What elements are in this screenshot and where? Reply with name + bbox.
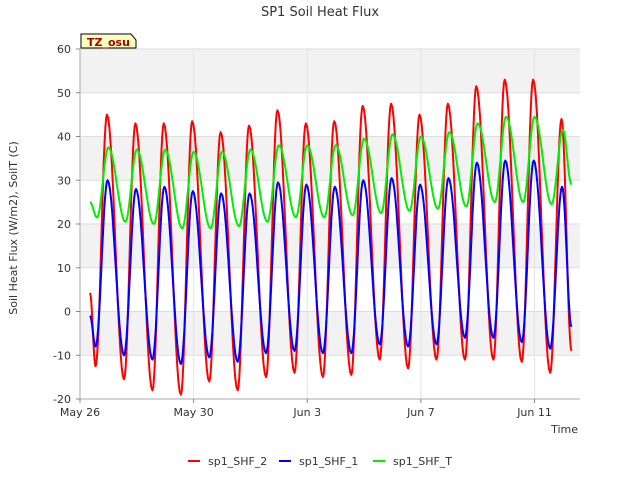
- y-tick-label: 50: [57, 87, 71, 100]
- legend-label-sp1_SHF_1: sp1_SHF_1: [299, 455, 358, 468]
- chart-title: SP1 Soil Heat Flux: [261, 5, 379, 20]
- x-tick-label: May 26: [60, 406, 100, 419]
- x-tick-label: May 30: [174, 406, 214, 419]
- y-tick-label: -10: [53, 349, 71, 362]
- y-tick-label: 0: [64, 306, 71, 319]
- legend-label-sp1_SHF_T: sp1_SHF_T: [393, 455, 452, 468]
- x-tick-label: Jun 7: [406, 406, 435, 419]
- y-tick-label: 60: [57, 43, 71, 56]
- series-layer: [88, 78, 573, 396]
- axes: -20 -10 0 10 20 30 40 50 60 May 26 May 30 Jun 3 Jun …: [53, 43, 580, 419]
- badge-box: [80, 33, 137, 49]
- y-tick-label: -20: [53, 393, 71, 406]
- plot-band: [80, 49, 580, 93]
- site-badge: TZ_osu: [80, 33, 137, 49]
- x-axis-label: Time: [550, 423, 578, 436]
- series-line-sp1_SHF_T: [89, 115, 573, 230]
- legend-label-sp1_SHF_2: sp1_SHF_2: [208, 455, 267, 468]
- y-tick-label: 40: [57, 131, 71, 144]
- y-axis-label: Soil Heat Flux (W/m2), SoilT (C): [7, 141, 20, 314]
- x-tick-label: Jun 3: [292, 406, 321, 419]
- series-line-sp1_SHF_2: [88, 78, 573, 396]
- series-line-sp1_SHF_1: [89, 159, 573, 365]
- x-tick-label: Jun 11: [516, 406, 552, 419]
- legend: sp1_SHF_2 sp1_SHF_1 sp1_SHF_T: [188, 455, 452, 468]
- badge-label: TZ_osu: [87, 36, 130, 49]
- y-tick-label: 30: [57, 174, 71, 187]
- y-tick-label: 20: [57, 218, 71, 231]
- y-tick-label: 10: [57, 262, 71, 275]
